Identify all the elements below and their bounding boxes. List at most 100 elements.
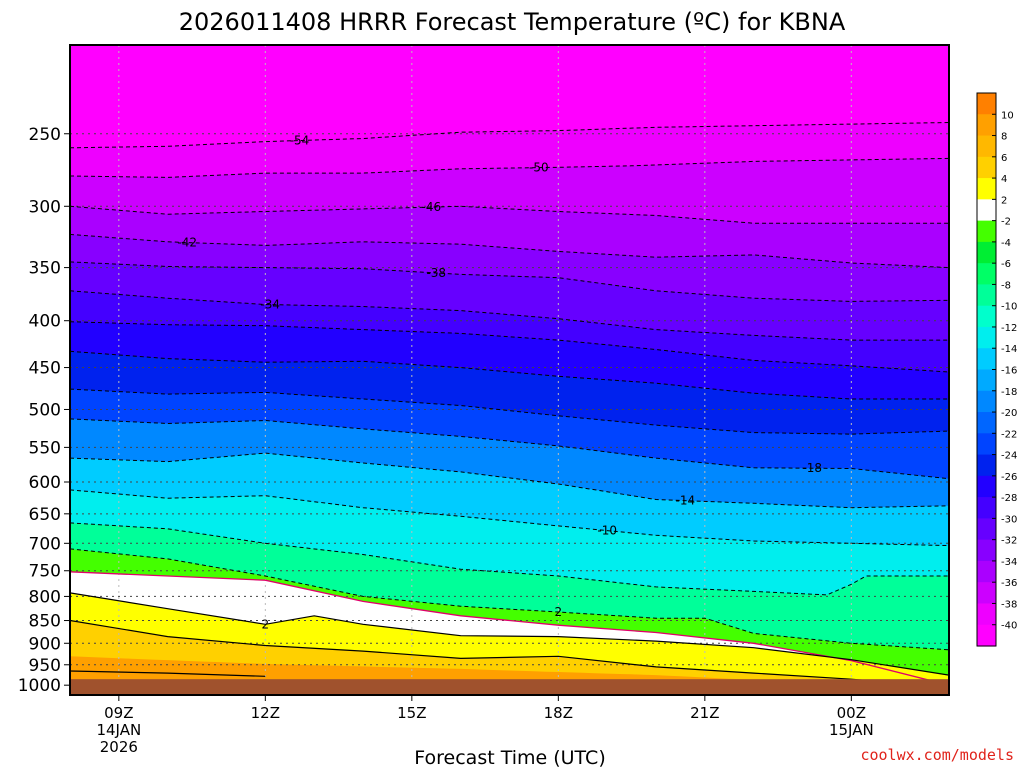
x-tick-label: 2026 (100, 738, 138, 756)
temperature-contours: -54 -50 -46 -42 -38 -34 -18 -14 -10 2 2 (70, 122, 949, 688)
colorbar-swatch (977, 178, 996, 200)
x-tick-label: 14JAN (96, 721, 141, 739)
colorbar-tick-label: 2 (1001, 195, 1007, 206)
ground-layer (70, 679, 949, 695)
freezing-line (70, 571, 949, 686)
colorbar-tick-label: -34 (1001, 557, 1017, 568)
plot-area: -54 -50 -46 -42 -38 -34 -18 -14 -10 2 2 (70, 45, 949, 695)
y-tick-label: 850 (29, 612, 61, 632)
contour-label: -34 (260, 298, 280, 312)
colorbar-tick-label: -20 (1001, 408, 1017, 419)
colorbar-swatch (977, 284, 996, 307)
credit-link[interactable]: coolwx.com/models (860, 746, 1014, 764)
y-tick-label: 500 (29, 400, 61, 420)
colorbar-swatch (977, 220, 996, 243)
colorbar-swatch (977, 582, 996, 605)
ground-fill (70, 679, 949, 695)
colorbar-swatch (977, 475, 996, 498)
y-tick-label: 650 (29, 505, 61, 525)
colorbar-tick-label: -30 (1001, 514, 1017, 525)
colorbar-swatch (977, 433, 996, 456)
contour-label: -50 (529, 161, 549, 175)
y-tick-label: 700 (29, 534, 61, 554)
colorbar-swatch (977, 305, 996, 328)
y-tick-label: 350 (29, 259, 61, 279)
y-tick-label: 950 (29, 656, 61, 676)
colorbar-tick-label: -40 (1001, 621, 1017, 632)
colorbar-tick-label: -16 (1001, 366, 1017, 377)
plot-frame (69, 44, 950, 696)
y-tick-label: 600 (29, 473, 61, 493)
colorbar-swatch (977, 135, 996, 158)
colorbar-tick-label: -24 (1001, 451, 1017, 462)
colorbar-tick-label: -4 (1001, 238, 1011, 249)
y-tick-label: 800 (29, 587, 61, 607)
colorbar-swatch (977, 603, 996, 626)
colorbar-swatch (977, 560, 996, 583)
colorbar: 10 8 6 4 2 -2 -4 -6 -8 -10 -12 -14 -16 -18 -20 -22 -24 -2… (976, 92, 1017, 647)
contour-line (70, 418, 949, 480)
contour-label: -10 (597, 524, 617, 538)
colorbar-tick-label: -8 (1001, 280, 1011, 291)
contour-label: -54 (290, 134, 310, 148)
x-tick-label: 12Z (251, 704, 280, 722)
colorbar-swatch (977, 412, 996, 434)
warm-contour-line (70, 619, 949, 688)
x-tick-label: 15JAN (829, 721, 874, 739)
contour-label: 2 (262, 617, 270, 631)
colorbar-swatch (977, 326, 996, 349)
y-tick-label: 750 (29, 562, 61, 582)
colorbar-swatch (977, 156, 996, 179)
colorbar-swatch (977, 93, 996, 115)
y-tick-label: 900 (29, 634, 61, 654)
colorbar-tick-label: 6 (1001, 153, 1007, 164)
temperature-field (70, 45, 949, 695)
colorbar-swatch (977, 497, 996, 519)
colorbar-tick-label: -12 (1001, 323, 1017, 334)
contour-line (70, 452, 949, 509)
y-tick-label: 400 (29, 312, 61, 332)
contour-line (70, 489, 949, 547)
colorbar-swatch (977, 539, 996, 562)
y-tick-label: 300 (29, 197, 61, 217)
colorbar-tick-label: -28 (1001, 493, 1017, 504)
y-tick-label: 1000 (18, 676, 61, 696)
y-axis: 2503003504004505005506006507007508008509… (18, 125, 70, 696)
y-tick-label: 550 (29, 438, 61, 458)
colorbar-swatch (977, 114, 996, 137)
colorbar-swatch (977, 518, 996, 541)
colorbar-swatch (977, 390, 996, 413)
colorbar-swatch (977, 263, 996, 286)
colorbar-swatch (977, 199, 996, 222)
contour-label: -14 (675, 494, 695, 508)
colorbar-swatch (977, 369, 996, 392)
colorbar-tick-label: -18 (1001, 387, 1017, 398)
y-tick-label: 450 (29, 359, 61, 379)
x-tick-label: 09Z (104, 704, 133, 722)
warm-contour-line (70, 670, 266, 677)
contour-line (70, 548, 949, 651)
colorbar-swatch (977, 624, 996, 647)
contour-label: -42 (177, 235, 197, 249)
x-tick-label: 18Z (544, 704, 573, 722)
y-tick-label: 250 (29, 125, 61, 145)
colorbar-tick-label: 4 (1001, 174, 1007, 185)
x-tick-label: 00Z (837, 704, 866, 722)
colorbar-swatch (977, 241, 996, 264)
colorbar-swatch (977, 348, 996, 371)
colorbar-tick-label: -22 (1001, 429, 1017, 440)
warm-contour-line (70, 592, 949, 676)
colorbar-tick-label: 8 (1001, 132, 1007, 143)
contour-label: -46 (422, 200, 442, 214)
contour-label: 2 (555, 605, 563, 619)
x-tick-label: 21Z (690, 704, 719, 722)
colorbar-tick-label: -2 (1001, 217, 1011, 228)
chart-title: 2026011408 HRRR Forecast Temperature (ºC… (179, 8, 846, 36)
colorbar-tick-label: -32 (1001, 536, 1017, 547)
contour-line (70, 522, 949, 596)
x-axis-label: Forecast Time (UTC) (414, 747, 605, 768)
colorbar-tick-label: -6 (1001, 259, 1011, 270)
colorbar-tick-label: -14 (1001, 344, 1017, 355)
